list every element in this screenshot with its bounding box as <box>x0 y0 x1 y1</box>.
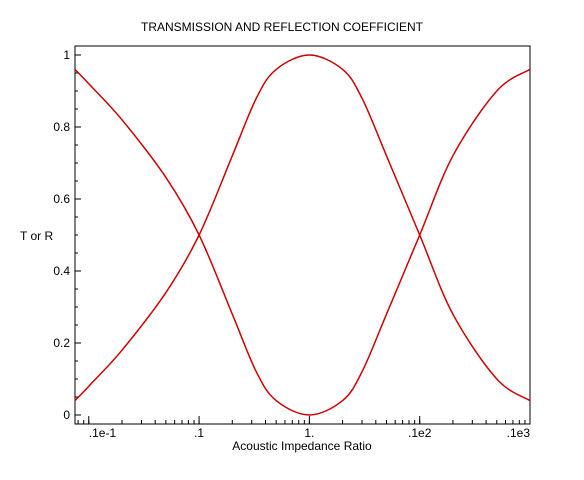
y-tick-label: 1 <box>63 48 70 62</box>
x-axis-ticks: .1e-1 .1 1. .1e2 .1e3 <box>88 416 531 440</box>
x-tick-label: .1e2 <box>408 426 432 440</box>
y-axis-ticks: 0 0.2 0.4 0.6 0.8 1 <box>53 48 81 422</box>
x-tick-label: .1e-1 <box>89 426 117 440</box>
y-tick-label: 0.6 <box>53 192 70 206</box>
chart-title: TRANSMISSION AND REFLECTION COEFFICIENT <box>141 20 424 34</box>
series-line-2 <box>74 68 531 416</box>
series-line-1 <box>74 54 531 402</box>
y-tick-label: 0.4 <box>53 264 70 278</box>
y-axis-label: T or R <box>20 229 53 243</box>
series-group <box>74 54 531 416</box>
y-tick-label: 0.2 <box>53 336 70 350</box>
y-tick-label: 0 <box>63 408 70 422</box>
y-tick-label: 0.8 <box>53 120 70 134</box>
x-tick-label: .1e3 <box>507 426 531 440</box>
x-tick-label: 1. <box>304 426 314 440</box>
minor-ticks <box>75 54 531 424</box>
plot-frame <box>74 45 531 425</box>
x-axis-label: Acoustic Impedance Ratio <box>232 439 372 453</box>
x-tick-label: .1 <box>194 426 204 440</box>
